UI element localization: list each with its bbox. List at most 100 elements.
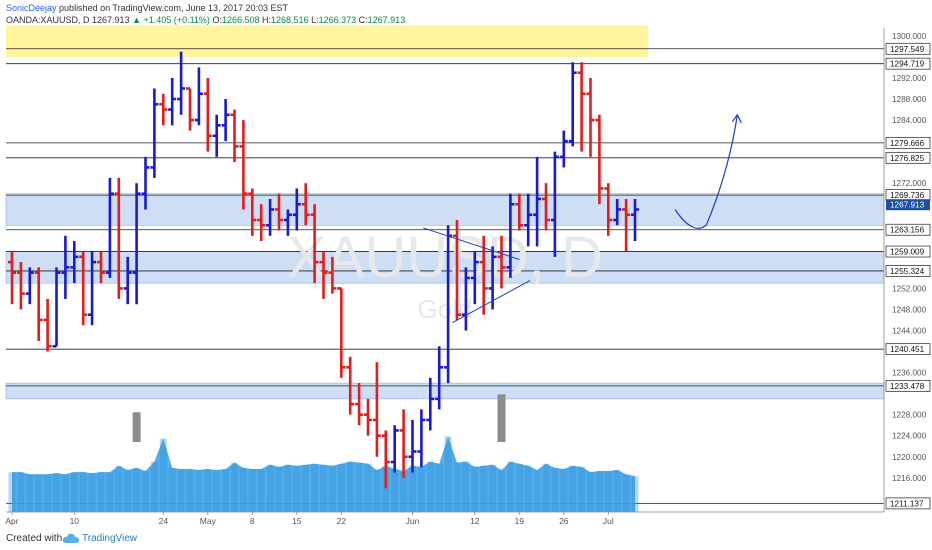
volume-area — [12, 436, 635, 512]
time-tick-label: Jun — [406, 516, 420, 526]
volume-bar — [44, 474, 52, 512]
low-value: 1266.373 — [318, 15, 357, 25]
volume-bar — [133, 467, 141, 512]
volume-bar — [373, 470, 381, 512]
price-levels-layer — [6, 48, 884, 504]
volume-bar — [595, 471, 603, 512]
volume-bar — [506, 461, 514, 512]
volume-bar — [462, 461, 470, 512]
volume-bar — [79, 472, 87, 512]
open-label: O: — [212, 15, 222, 25]
volume-bar — [409, 465, 416, 512]
volume-bar — [453, 462, 461, 512]
time-tick-label: 10 — [70, 516, 80, 526]
footer-bar: Created with TradingView — [0, 528, 932, 550]
zone-0 — [6, 25, 648, 57]
time-tick-label: 19 — [515, 516, 525, 526]
level-price-label: 1263.156 — [890, 226, 925, 235]
volume-bar — [115, 465, 123, 512]
volume-bar — [524, 465, 532, 512]
volume-bar — [498, 470, 505, 512]
level-price-label: 1294.719 — [890, 60, 925, 69]
volume-bar — [346, 461, 354, 512]
time-axis: Apr 10 24 May 8 15 22 Jun 12 19 26 Jul — [5, 511, 884, 526]
wedge-lower-line — [452, 280, 531, 324]
volume-bar — [239, 467, 247, 512]
volume-bar — [61, 474, 69, 512]
level-price-label: 1259.009 — [890, 248, 925, 257]
level-price-label: 1233.478 — [890, 382, 925, 391]
tradingview-brand[interactable]: TradingView — [82, 533, 138, 544]
publish-line: SonicDeejay published on TradingView.com… — [6, 3, 288, 13]
projection-curve — [674, 114, 738, 229]
volume-bar — [35, 474, 43, 512]
level-price-box — [885, 343, 931, 356]
volume-bar — [97, 472, 105, 512]
volume-bar — [400, 471, 408, 512]
projection-arrow-head — [731, 113, 742, 124]
volume-bar — [613, 470, 621, 512]
level-price-label: 1297.549 — [890, 45, 925, 54]
up-triangle-icon: ▲ — [132, 15, 142, 25]
volume-bar — [231, 462, 238, 512]
volume-bar — [444, 436, 452, 512]
volume-bar — [88, 473, 96, 512]
price-tick-label: 1248.000 — [892, 305, 927, 314]
volume-bar — [186, 468, 194, 512]
close-value: 1267.913 — [367, 15, 406, 25]
close-label: C: — [358, 15, 368, 25]
zones-layer — [5, 25, 885, 400]
level-price-box — [885, 380, 931, 392]
created-with-text: Created with — [6, 533, 63, 544]
author-link[interactable]: SonicDeejay — [6, 3, 57, 13]
volume-bar — [302, 464, 310, 512]
time-tick-label: 26 — [559, 516, 569, 526]
level-price-label: 1276.825 — [890, 154, 925, 163]
volume-bar — [480, 465, 488, 512]
price-tick-label: 1244.000 — [892, 327, 927, 336]
level-price-label: 1240.451 — [890, 345, 925, 354]
level-price-box — [885, 497, 931, 510]
volume-bar — [26, 474, 34, 512]
volume-bar — [275, 466, 283, 512]
volume-bar — [106, 472, 114, 512]
time-tick-label: 22 — [337, 516, 347, 526]
time-tick-label: 8 — [250, 516, 255, 526]
watermark-sub: Gold — [418, 294, 473, 324]
high-value: 1268.516 — [271, 15, 309, 25]
time-tick-label: 24 — [159, 516, 169, 526]
volume-bar — [569, 465, 577, 512]
zone-1 — [5, 193, 885, 226]
volume-bar — [426, 461, 434, 512]
price-tick-label: 1228.000 — [892, 411, 927, 420]
volume-bar — [587, 472, 594, 512]
last-price: 1267.913 — [92, 15, 130, 25]
volume-bar — [177, 468, 185, 512]
volume-bar — [515, 463, 523, 512]
price-tick-label: 1288.000 — [892, 95, 927, 104]
published-text: published on TradingView.com, June 13, 2… — [59, 3, 289, 13]
volume-bar — [266, 464, 274, 512]
price-tick-label: 1292.000 — [892, 74, 927, 83]
volume-peak — [132, 412, 141, 442]
time-tick-label: May — [200, 516, 217, 526]
volume-bar — [213, 470, 221, 512]
volume-bar — [142, 471, 149, 512]
volume-bar — [293, 465, 301, 512]
current-price-box — [886, 199, 930, 211]
price-tick-label: 1252.000 — [892, 284, 927, 293]
volume-bar — [435, 463, 443, 512]
volume-bar — [222, 468, 230, 512]
volume-bar — [17, 472, 25, 512]
volume-layer — [8, 394, 639, 512]
level-price-box — [885, 245, 931, 258]
symbol-watermark: XAUUSD, D Gold — [287, 225, 603, 324]
volume-bar — [257, 468, 265, 512]
price-tick-label: 1284.000 — [892, 116, 927, 125]
symbol-name[interactable]: OANDA:XAUUSD, D — [6, 15, 90, 25]
price-tick-label: 1220.000 — [892, 453, 927, 462]
level-price-label: 1269.736 — [890, 191, 925, 200]
symbol-legend: OANDA:XAUUSD, D 1267.913 ▲ +1.405 (+0.11… — [6, 15, 405, 25]
annotations-layer — [423, 113, 742, 324]
